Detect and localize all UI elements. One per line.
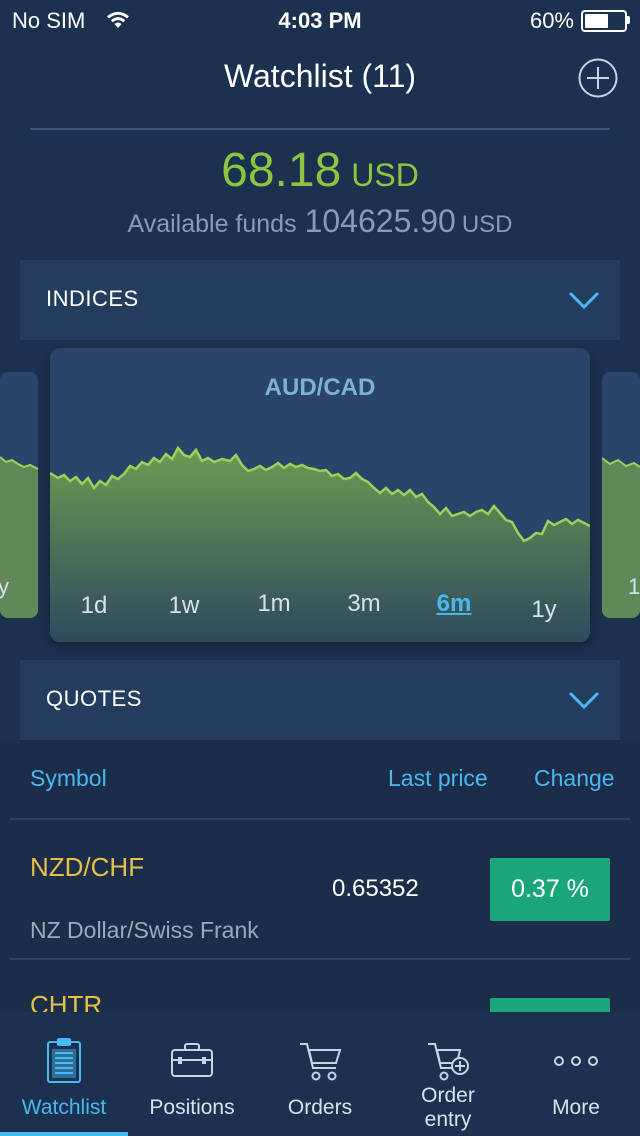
- tab-more[interactable]: More: [512, 1012, 640, 1136]
- period-6m[interactable]: 6m: [436, 590, 472, 617]
- tab-order-entry[interactable]: Order entry: [384, 1012, 512, 1136]
- row-last-price: 0.65352: [332, 875, 419, 902]
- tab-bar: Watchlist Positions Orders Order en: [0, 1012, 640, 1136]
- period-1y[interactable]: 1y: [531, 596, 557, 623]
- period-3m[interactable]: 3m: [347, 590, 381, 617]
- wifi-icon: [107, 11, 129, 28]
- tab-label: Positions: [149, 1096, 235, 1119]
- tab-orders[interactable]: Orders: [256, 1012, 384, 1136]
- briefcase-icon: [171, 1043, 213, 1077]
- row-description: NZ Dollar/Swiss Frank: [30, 917, 259, 943]
- quotes-label: QUOTES: [46, 686, 142, 711]
- more-dots-icon: [554, 1056, 598, 1066]
- carrier-label: No SIM: [12, 8, 86, 33]
- available-funds-currency: USD: [461, 211, 513, 238]
- available-funds: Available funds 104625.90 USD: [0, 203, 640, 240]
- indices-label: INDICES: [46, 286, 139, 311]
- active-tab-indicator: [0, 1132, 128, 1136]
- clock: 4:03 PM: [278, 8, 362, 33]
- price-chart: [50, 445, 590, 642]
- column-header-last-price[interactable]: Last price: [388, 765, 488, 791]
- row-change-badge[interactable]: 0.37 %: [490, 858, 610, 921]
- tab-label: Watchlist: [21, 1096, 107, 1119]
- tab-label: Orders: [287, 1096, 353, 1119]
- tab-label: Order entry: [421, 1084, 475, 1131]
- column-header-change[interactable]: Change: [534, 765, 615, 791]
- status-bar: No SIM 4:03 PM 60%: [0, 0, 640, 40]
- tab-label: More: [552, 1096, 600, 1119]
- tab-positions[interactable]: Positions: [128, 1012, 256, 1136]
- table-divider: [10, 958, 630, 960]
- period-1w[interactable]: 1w: [168, 592, 200, 619]
- column-header-symbol[interactable]: Symbol: [30, 765, 107, 791]
- balance-currency: USD: [351, 157, 419, 193]
- balance-value: 68.18: [221, 144, 342, 197]
- period-1m[interactable]: 1m: [257, 590, 291, 617]
- chart-area: [50, 448, 590, 642]
- clipboard-icon: [47, 1038, 81, 1083]
- battery-icon: [581, 10, 627, 32]
- chevron-down-icon: [568, 691, 600, 710]
- balance: 68.18 USD: [0, 143, 640, 198]
- table-divider: [10, 818, 630, 820]
- available-funds-label: Available funds: [127, 210, 297, 238]
- page-title: Watchlist (11): [223, 58, 417, 94]
- cart-add-icon: [428, 1043, 469, 1081]
- chart-card[interactable]: AUD/CAD 1d 1w 1m 3m 6m 1y: [50, 348, 590, 642]
- chart-card-previous[interactable]: y: [0, 372, 38, 618]
- header-divider: [30, 128, 610, 130]
- chart-card-next[interactable]: 1: [602, 372, 640, 618]
- svg-text:y: y: [0, 574, 9, 599]
- chevron-down-icon: [568, 291, 600, 310]
- indices-section-header[interactable]: INDICES: [20, 260, 620, 340]
- cart-icon: [300, 1043, 342, 1081]
- available-funds-value: 104625.90: [304, 203, 456, 239]
- tab-watchlist[interactable]: Watchlist: [0, 1012, 128, 1136]
- svg-text:1: 1: [628, 574, 640, 599]
- chart-line: [50, 445, 590, 543]
- row-symbol: NZD/CHF: [30, 852, 145, 882]
- battery-tip: [627, 16, 630, 24]
- period-1d[interactable]: 1d: [80, 592, 108, 619]
- table-row[interactable]: CHTR: [0, 960, 640, 1012]
- battery-percent: 60%: [529, 8, 574, 33]
- row-symbol: CHTR: [30, 990, 103, 1012]
- quotes-section-header[interactable]: QUOTES: [20, 660, 620, 740]
- period-selector: 1d 1w 1m 3m 6m 1y: [50, 348, 590, 642]
- add-button[interactable]: [578, 58, 618, 98]
- battery-level: [585, 14, 608, 28]
- chart-pair-title: AUD/CAD: [264, 374, 376, 401]
- row-change-badge[interactable]: [490, 998, 610, 1012]
